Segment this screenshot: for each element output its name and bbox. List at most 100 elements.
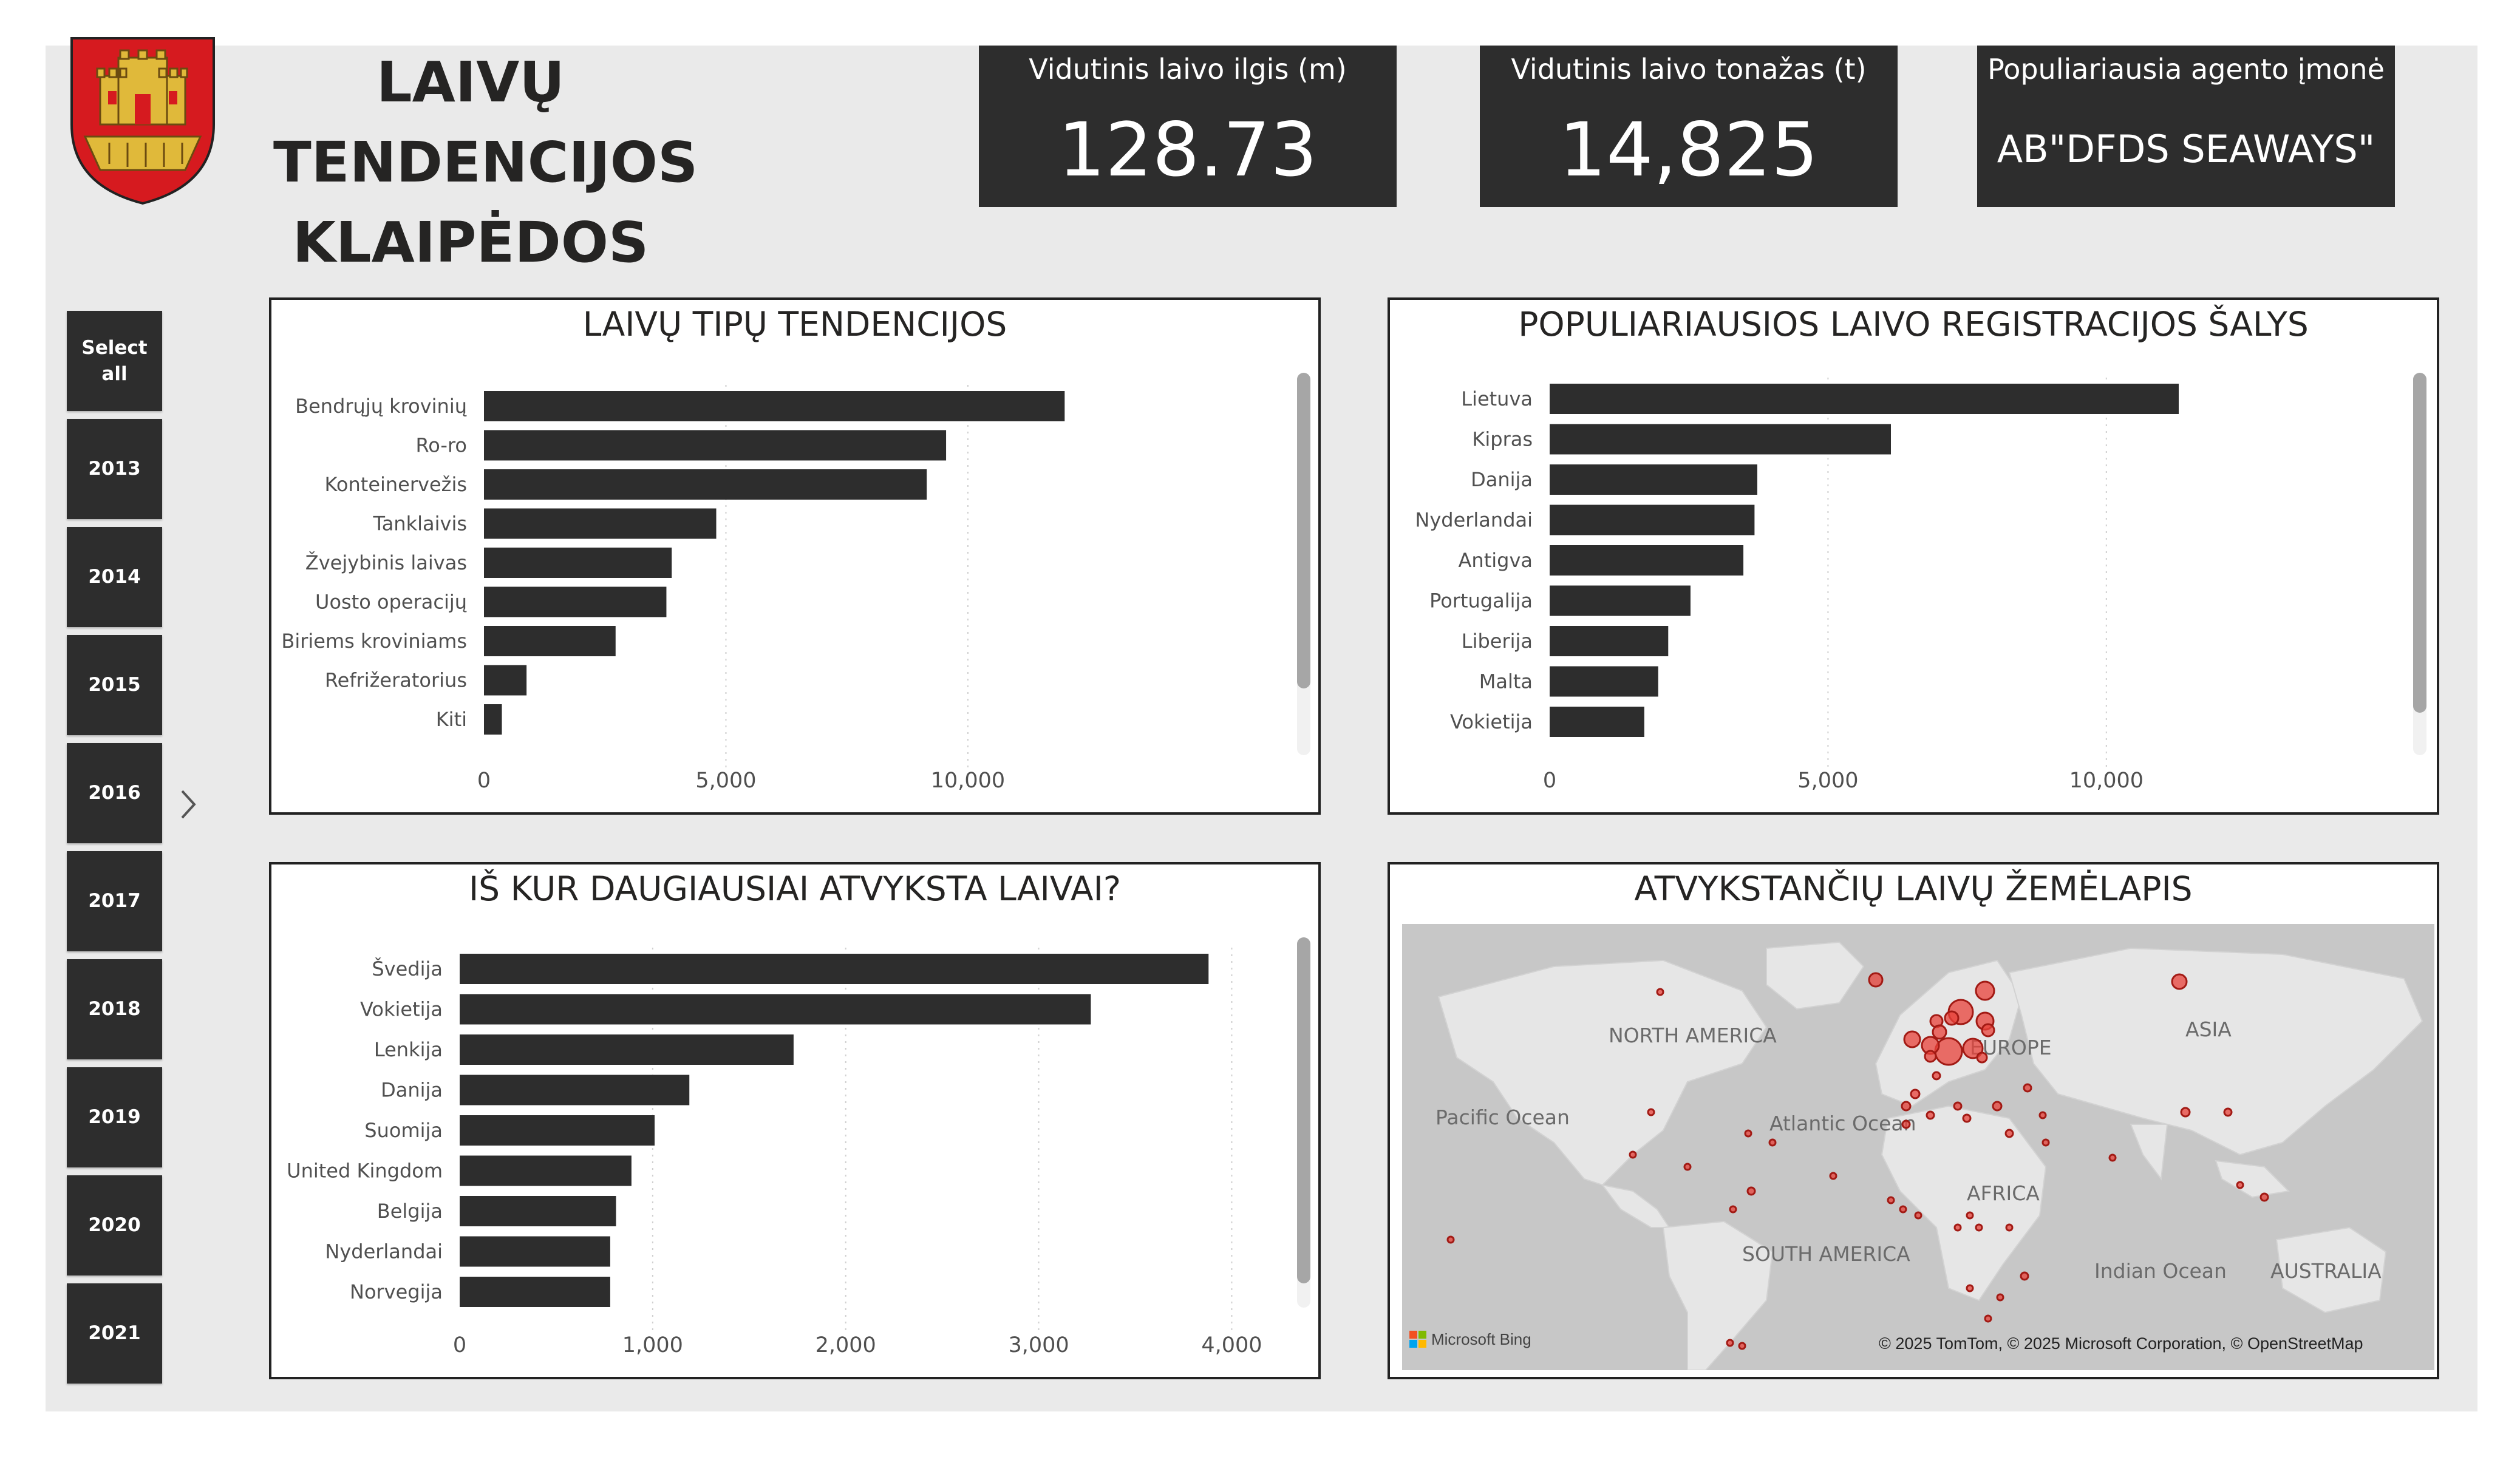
map-marker[interactable]	[2223, 1107, 2233, 1117]
bar[interactable]	[1550, 707, 1644, 737]
map-marker[interactable]	[1446, 1235, 1455, 1244]
map-marker[interactable]	[1975, 980, 1995, 1001]
slicer-year-2014[interactable]: 2014	[67, 527, 162, 627]
map-canvas[interactable]: NORTH AMERICA ASIA EUROPE Pacific Ocean …	[1402, 924, 2434, 1370]
map-marker[interactable]	[1647, 1108, 1655, 1116]
slicer-year-2017[interactable]: 2017	[67, 851, 162, 951]
map-marker[interactable]	[2004, 1129, 2014, 1138]
map-marker[interactable]	[1966, 1211, 1974, 1220]
scrollbar-thumb[interactable]	[2413, 373, 2426, 713]
scrollbar[interactable]	[1297, 937, 1310, 1308]
map-marker[interactable]	[1966, 1284, 1974, 1292]
map-marker[interactable]	[1975, 1223, 1983, 1232]
bar[interactable]	[484, 704, 502, 735]
slicer-year-2016[interactable]: 2016	[67, 743, 162, 843]
bar[interactable]	[460, 1236, 610, 1267]
bar[interactable]	[484, 469, 927, 500]
slicer-year-2015[interactable]: 2015	[67, 635, 162, 735]
bar[interactable]	[460, 1075, 690, 1105]
map-marker[interactable]	[1868, 972, 1884, 988]
map-marker[interactable]	[2180, 1107, 2191, 1118]
bar[interactable]	[1550, 626, 1669, 656]
map-marker[interactable]	[1901, 1101, 1912, 1112]
map-marker[interactable]	[1953, 1101, 1963, 1111]
bar[interactable]	[460, 994, 1091, 1025]
slicer-year-2019[interactable]: 2019	[67, 1067, 162, 1167]
map-marker[interactable]	[2005, 1223, 2014, 1232]
bar[interactable]	[460, 1277, 610, 1307]
map-marker[interactable]	[2236, 1181, 2244, 1189]
map-marker[interactable]	[1683, 1163, 1692, 1171]
map-marker[interactable]	[1768, 1138, 1777, 1147]
map-marker[interactable]	[1926, 1110, 1935, 1120]
map-marker[interactable]	[1924, 1050, 1937, 1063]
bar[interactable]	[1550, 384, 2179, 414]
map-marker[interactable]	[2171, 973, 2188, 990]
map-marker[interactable]	[1992, 1101, 2003, 1112]
bar[interactable]	[1550, 666, 1658, 697]
scrollbar-thumb[interactable]	[1297, 373, 1310, 688]
map-marker[interactable]	[1932, 1071, 1941, 1081]
bar[interactable]	[1550, 545, 1744, 576]
map-marker[interactable]	[1746, 1186, 1756, 1196]
scrollbar[interactable]	[2413, 373, 2426, 755]
bar[interactable]	[484, 626, 616, 656]
bar[interactable]	[484, 548, 672, 578]
map-marker[interactable]	[2108, 1153, 2117, 1162]
chevron-right-icon[interactable]	[176, 786, 200, 823]
map-marker[interactable]	[1981, 1023, 1995, 1038]
bar[interactable]	[460, 1196, 616, 1226]
map-marker[interactable]	[1901, 1119, 1911, 1129]
map-marker[interactable]	[1976, 1051, 1988, 1064]
map-marker[interactable]	[2038, 1111, 2047, 1119]
map-marker[interactable]	[1729, 1205, 1737, 1214]
bar[interactable]	[460, 1155, 632, 1186]
map-marker[interactable]	[1953, 1223, 1962, 1232]
map-marker[interactable]	[2020, 1271, 2029, 1281]
bar[interactable]	[1550, 424, 1891, 455]
map-marker[interactable]	[2259, 1192, 2269, 1202]
map-marker[interactable]	[2042, 1138, 2050, 1147]
bar[interactable]	[460, 1034, 794, 1065]
bar[interactable]	[484, 391, 1065, 421]
map-marker[interactable]	[1996, 1293, 2004, 1302]
map-marker[interactable]	[1962, 1038, 1984, 1059]
arrivals-map[interactable]: NORTH AMERICA ASIA EUROPE Pacific Ocean …	[1402, 924, 2434, 1370]
bar[interactable]	[484, 508, 717, 539]
map-marker[interactable]	[1899, 1205, 1907, 1214]
map-marker[interactable]	[1984, 1314, 1992, 1323]
slicer-year-2013[interactable]: 2013	[67, 419, 162, 519]
map-marker[interactable]	[1656, 988, 1664, 996]
bar[interactable]	[1550, 464, 1757, 495]
bar[interactable]	[1550, 585, 1691, 616]
map-marker[interactable]	[2023, 1083, 2032, 1093]
map-marker[interactable]	[1726, 1339, 1734, 1347]
map-marker[interactable]	[1914, 1211, 1922, 1220]
bar[interactable]	[484, 665, 527, 696]
map-marker[interactable]	[1629, 1150, 1637, 1159]
scrollbar[interactable]	[1297, 373, 1310, 755]
map-marker[interactable]	[1934, 1037, 1963, 1066]
map-marker[interactable]	[1932, 1024, 1947, 1040]
bar[interactable]	[1550, 504, 1755, 535]
map-marker[interactable]	[1910, 1089, 1921, 1099]
map-marker[interactable]	[1887, 1196, 1895, 1204]
map-marker[interactable]	[1962, 1113, 1972, 1123]
bar[interactable]	[484, 430, 947, 461]
kpi-label: Vidutinis laivo ilgis (m)	[1029, 53, 1347, 86]
map-marker[interactable]	[1744, 1129, 1752, 1138]
bar[interactable]	[460, 954, 1209, 984]
bar[interactable]	[460, 1115, 655, 1146]
map-marker[interactable]	[1944, 1010, 1960, 1026]
map-marker[interactable]	[1903, 1030, 1921, 1048]
map-marker[interactable]	[1738, 1342, 1746, 1350]
chart-title: IŠ KUR DAUGIAUSIAI ATVYKSTA LAIVAI?	[468, 869, 1122, 908]
slicer-year-2020[interactable]: 2020	[67, 1175, 162, 1275]
panel-ship-types: LAIVŲ TIPŲ TENDENCIJOS 0 5,000 10,000 Bendr…	[269, 297, 1321, 815]
map-marker[interactable]	[1829, 1172, 1837, 1180]
scrollbar-thumb[interactable]	[1297, 937, 1310, 1283]
slicer-select-all[interactable]: Select all	[67, 311, 162, 411]
bar[interactable]	[484, 586, 667, 617]
slicer-year-2018[interactable]: 2018	[67, 959, 162, 1059]
slicer-year-2021[interactable]: 2021	[67, 1283, 162, 1384]
